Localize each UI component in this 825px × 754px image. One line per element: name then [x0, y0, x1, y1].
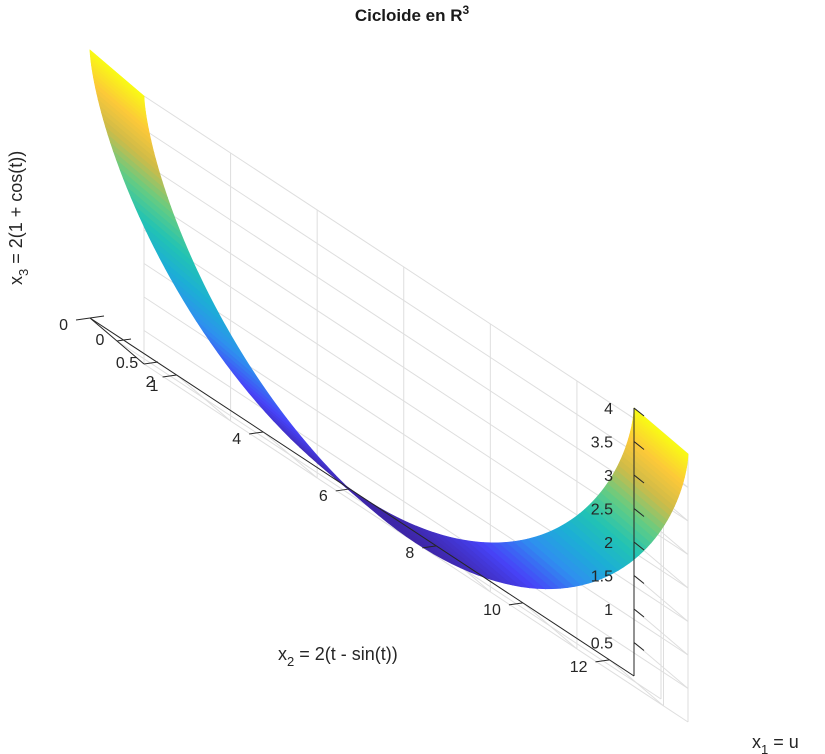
x1-tick-label: 0 [96, 332, 105, 349]
x2-tick-label: 4 [232, 431, 241, 448]
x3-tick-label: 2 [604, 535, 613, 552]
x2-tick-label: 2 [146, 374, 155, 391]
x3-tick-label: 2.5 [591, 502, 613, 519]
back-wall-grid-line [143, 330, 689, 689]
x3-tick-mark [633, 441, 645, 450]
chart-title-superscript: 3 [463, 3, 470, 17]
x3-tick-mark [633, 474, 645, 484]
tick-labels: 0 2 4 6 8 10 12 0 0.5 1 0.5 1 1.5 2 2.5 3 3.5 4 [59, 317, 613, 676]
x2-tick-mark [422, 545, 437, 549]
x2-tick-mark [508, 602, 523, 606]
x1-tick-mark [143, 361, 159, 365]
x1-axis-label: x1 = u [752, 732, 799, 754]
x1-tick-mark [89, 315, 105, 319]
surface-strip [232, 372, 295, 429]
x3-tick-mark [633, 608, 645, 618]
x2-tick-label: 10 [483, 602, 501, 619]
x2-tick-label: 6 [319, 488, 328, 505]
x3-tick-label: 0.5 [591, 636, 613, 653]
back-wall-grid-line [143, 129, 689, 488]
x3-axis-label: x3 = 2(1 + cos(t)) [6, 151, 31, 285]
surface-strip [210, 341, 272, 399]
x1-tick-mark [116, 338, 132, 342]
x2-axis-line [89, 317, 635, 677]
x2-tick-mark [335, 488, 350, 492]
x2-tick-label: 0 [59, 317, 68, 334]
grid-lines [89, 95, 689, 723]
x2-tick-label: 8 [405, 545, 414, 562]
chart-title: Cicloide en R3 [355, 3, 470, 25]
x3-tick-label: 3 [604, 468, 613, 485]
x3-tick-label: 1.5 [591, 569, 613, 586]
back-wall-grid-line [143, 196, 689, 555]
x3-tick-mark [633, 508, 645, 517]
x2-tick-label: 12 [570, 659, 588, 676]
back-wall-grid-line [143, 162, 689, 522]
x3-tick-mark [633, 642, 645, 651]
x3-tick-mark [633, 541, 645, 551]
surface-strip [240, 382, 303, 439]
x2-tick-mark [162, 374, 177, 378]
x1-tick-label: 1 [150, 378, 159, 395]
x3-tick-label: 3.5 [591, 435, 613, 452]
x3-tick-mark [633, 575, 645, 584]
x3-tick-mark [633, 407, 645, 417]
axes [75, 315, 645, 677]
x2-axis-label: x2 = 2(t - sin(t)) [278, 644, 398, 669]
x1-tick-label: 0.5 [116, 355, 138, 372]
surface-strip [217, 352, 280, 409]
back-wall-grid-line [143, 95, 689, 455]
x2-tick-mark [595, 659, 610, 663]
x3-tick-label: 4 [604, 401, 613, 418]
x2-tick-mark [249, 431, 264, 435]
x2-tick-mark [75, 317, 91, 321]
x3-tick-label: 1 [604, 602, 613, 619]
